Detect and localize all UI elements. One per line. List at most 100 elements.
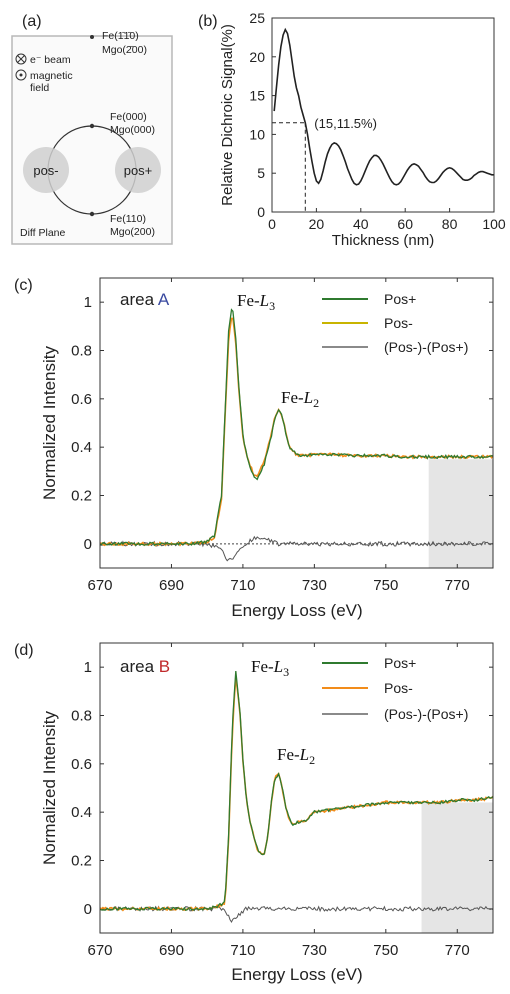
panel-b-ylabel: Relative Dichroic Signal(%) [219, 24, 236, 206]
spot-bottom [89, 211, 95, 217]
dichroic-curve [273, 27, 494, 186]
c-ytick-label: 0 [84, 536, 92, 553]
c-xtick-label: 730 [302, 577, 327, 594]
d-ytick-label: 0.6 [71, 756, 92, 773]
d-xtick-label: 750 [373, 942, 398, 959]
d-xtick-label: 730 [302, 942, 327, 959]
b-ytick-label: 0 [257, 204, 265, 220]
pos-plus-disk [115, 147, 161, 193]
panel-d-label: (d) [14, 642, 34, 659]
spot-top-label-2: Mgo(2̄00) [102, 44, 147, 56]
area-a-letter: A [158, 290, 170, 309]
panel-a: (a) Fe(1̄1̄0) Mgo(2̄00) e⁻ beam magnetic… [11, 13, 173, 245]
b-ytick-label: 5 [257, 165, 265, 181]
d-xtick-label: 670 [87, 942, 112, 959]
diffraction-spot-top [90, 35, 94, 39]
area-a-prefix: area [120, 290, 158, 309]
panel-d-xlabel: Energy Loss (eV) [231, 965, 362, 984]
panel-b-ticks: 0 20 40 60 80 100 0 5 10 15 20 25 [249, 10, 505, 232]
spot-top-label-1: Fe(1̄1̄0) [102, 30, 139, 42]
spot-center [89, 123, 95, 129]
field-label-1: magnetic [30, 70, 73, 82]
area-a-label: area A [120, 290, 170, 309]
panel-d-axes [99, 642, 494, 934]
diff-plane-label: Diff Plane [20, 227, 65, 239]
pos-plus-label: pos+ [124, 163, 153, 178]
panel-c-ticks: 670 690 710 730 750 770 0 0.2 0.4 0.6 0.8 1 [71, 278, 493, 594]
legend-c-pos-plus: Pos+ [384, 291, 416, 307]
spot-bot-label-2: Mgo(200) [110, 226, 155, 238]
pos-minus-disk [23, 147, 69, 193]
area-b-label: area B [120, 657, 170, 676]
fe-l3-annotation-c: Fe-L3 [237, 291, 275, 313]
d-ytick-label: 0 [84, 901, 92, 918]
panel-b: (b) 0 20 40 60 80 100 0 5 10 15 20 25 (15,11.5%) Th… [198, 10, 506, 249]
b-xtick-label: 100 [482, 216, 506, 232]
b-xtick-label: 60 [397, 216, 413, 232]
b-xtick-label: 80 [442, 216, 458, 232]
panel-d-ylabel: Normalized Intensity [40, 711, 59, 866]
panel-b-label: (b) [198, 13, 218, 30]
d-ytick-label: 1 [84, 659, 92, 676]
panel-c-xlabel: Energy Loss (eV) [231, 601, 362, 620]
fe-l2-annotation-d: Fe-L2 [277, 745, 315, 767]
legend-c-pos-minus: Pos- [384, 315, 413, 331]
spot-mid-label-2: Mgo(000) [110, 124, 155, 136]
b-ytick-label: 10 [249, 126, 265, 142]
b-ytick-label: 15 [249, 88, 265, 104]
c-xtick-label: 770 [445, 577, 470, 594]
d-ytick-label: 0.2 [71, 853, 92, 870]
d-ytick-label: 0.8 [71, 708, 92, 725]
beam-label: e⁻ beam [30, 54, 71, 66]
panel-a-frame [11, 35, 173, 245]
c-ytick-label: 0.2 [71, 488, 92, 505]
pos-plus-line-c [99, 308, 494, 547]
panel-c-ylabel: Normalized Intensity [40, 346, 59, 501]
fe-l2-annotation-c: Fe-L2 [281, 388, 319, 410]
b-xtick-label: 0 [268, 216, 276, 232]
b-xtick-label: 20 [309, 216, 325, 232]
legend-d: Pos+ Pos- (Pos-)-(Pos+) [322, 655, 468, 722]
c-xtick-label: 670 [87, 577, 112, 594]
d-xtick-label: 770 [445, 942, 470, 959]
marked-point-annotation: (15,11.5%) [314, 116, 377, 131]
b-ytick-label: 25 [249, 10, 265, 26]
fe-l3-annotation-d: Fe-L3 [251, 657, 289, 679]
panel-a-label: (a) [22, 13, 42, 30]
d-ytick-label: 0.4 [71, 804, 92, 821]
c-xtick-label: 710 [230, 577, 255, 594]
legend-c: Pos+ Pos- (Pos-)-(Pos+) [322, 291, 468, 355]
b-ytick-label: 20 [249, 49, 265, 65]
area-b-prefix: area [120, 657, 159, 676]
legend-d-pos-minus: Pos- [384, 680, 413, 696]
spot-bot-label-1: Fe(110) [110, 213, 146, 225]
d-xtick-label: 690 [159, 942, 184, 959]
c-xtick-label: 690 [159, 577, 184, 594]
field-dot-icon [15, 69, 27, 81]
beam-cross-icon [15, 53, 27, 65]
area-b-letter: B [159, 657, 170, 676]
field-label-2: field [30, 82, 49, 94]
panel-c-axes [99, 277, 494, 569]
pos-plus-line-d [99, 671, 494, 911]
c-ytick-label: 0.6 [71, 391, 92, 408]
legend-d-pos-plus: Pos+ [384, 655, 416, 671]
c-ytick-label: 1 [84, 294, 92, 311]
panel-c: (c) 670 690 710 730 750 770 0 0.2 0.4 0.6 0.8 1 are… [14, 277, 494, 620]
panel-d: (d) 670 690 710 730 750 770 0 0.2 0.4 0.6 0.8 1 are… [14, 642, 494, 984]
pos-minus-label: pos- [33, 163, 58, 178]
shaded-region-c [428, 459, 493, 568]
b-xtick-label: 40 [353, 216, 369, 232]
c-xtick-label: 750 [373, 577, 398, 594]
shaded-region-d [421, 802, 493, 933]
c-ytick-label: 0.4 [71, 439, 92, 456]
panel-c-label: (c) [14, 277, 33, 294]
d-xtick-label: 710 [230, 942, 255, 959]
legend-c-diff: (Pos-)-(Pos+) [384, 339, 468, 355]
spot-mid-label-1: Fe(000) [110, 111, 147, 123]
c-ytick-label: 0.8 [71, 343, 92, 360]
difference-line-c [99, 535, 494, 562]
panel-b-axes [271, 17, 495, 213]
legend-d-diff: (Pos-)-(Pos+) [384, 706, 468, 722]
